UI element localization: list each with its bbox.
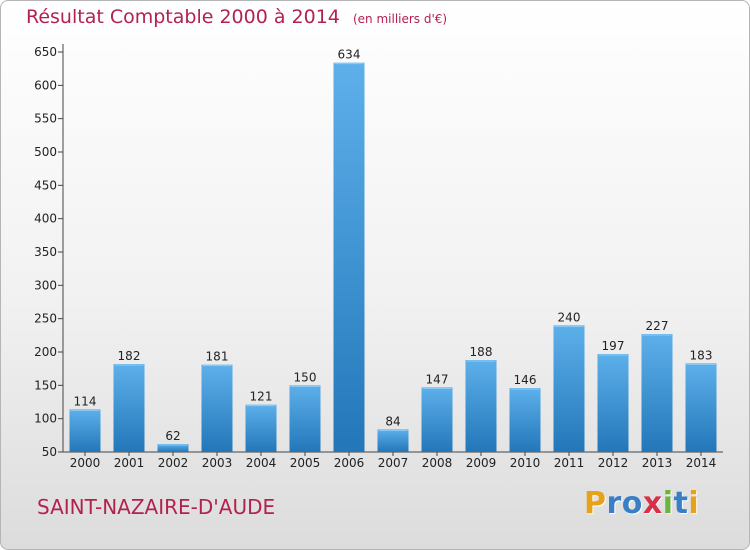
bar [685,363,717,452]
x-tick-label: 2011 [554,456,585,470]
data-label: 197 [602,339,625,353]
y-tick-label: 550 [34,112,57,126]
data-label: 121 [250,390,273,404]
y-tick-label: 150 [34,378,57,392]
bar [333,62,365,453]
y-tick-label: 200 [34,345,57,359]
x-tick-label: 2006 [334,456,365,470]
y-tick-label: 450 [34,178,57,192]
title-row: Résultat Comptable 2000 à 2014 (en milli… [26,6,447,28]
brand-logo: Proxiti [584,486,699,521]
brand-letter: o [621,486,643,521]
data-label: 182 [118,349,141,363]
data-label: 150 [294,370,317,384]
data-label: 114 [74,394,97,408]
x-tick-label: 2012 [598,456,629,470]
bar [509,388,541,452]
bar [465,360,497,452]
bar [421,387,453,452]
data-label: 227 [646,319,669,333]
x-tick-label: 2004 [246,456,277,470]
y-tick-label: 100 [34,412,57,426]
x-tick-label: 2005 [290,456,321,470]
y-tick-label: 500 [34,145,57,159]
bar [597,354,629,452]
bar [553,325,585,452]
x-tick-label: 2013 [642,456,673,470]
data-label: 84 [385,414,400,428]
y-tick-label: 250 [34,312,57,326]
data-label: 188 [470,345,493,359]
bar [377,429,409,452]
bar [113,364,145,452]
x-tick-label: 2002 [158,456,189,470]
x-tick-label: 2009 [466,456,497,470]
y-tick-label: 350 [34,245,57,259]
bar [69,409,101,452]
data-label: 147 [426,372,449,386]
bar [289,385,321,452]
y-tick-label: 600 [34,78,57,92]
chart-subtitle: (en milliers d'€) [352,12,448,26]
data-label: 240 [558,310,581,324]
x-tick-label: 2003 [202,456,233,470]
x-tick-label: 2014 [686,456,717,470]
brand-letter: i [662,486,674,521]
bar [157,444,189,452]
brand-letter: x [642,486,663,521]
data-label: 62 [165,429,180,443]
brand-letter: P [584,486,607,521]
data-label: 146 [514,373,537,387]
brand-letter: i [688,486,700,521]
bar [245,404,277,452]
place-name: SAINT-NAZAIRE-D'AUDE [37,495,276,519]
y-tick-label: 650 [34,45,57,59]
bar [201,364,233,452]
brand-letter: t [673,486,689,521]
data-label: 183 [690,348,713,362]
bar [641,334,673,452]
y-tick-label: 400 [34,212,57,226]
x-tick-label: 2001 [114,456,145,470]
x-tick-label: 2010 [510,456,541,470]
x-tick-label: 2008 [422,456,453,470]
data-label: 634 [338,48,361,62]
x-tick-label: 2007 [378,456,409,470]
brand-letter: r [606,486,622,521]
x-tick-label: 2000 [70,456,101,470]
data-label: 181 [206,350,229,364]
chart-title: Résultat Comptable 2000 à 2014 [26,6,340,28]
y-tick-label: 300 [34,278,57,292]
y-tick-label: 50 [42,445,57,459]
